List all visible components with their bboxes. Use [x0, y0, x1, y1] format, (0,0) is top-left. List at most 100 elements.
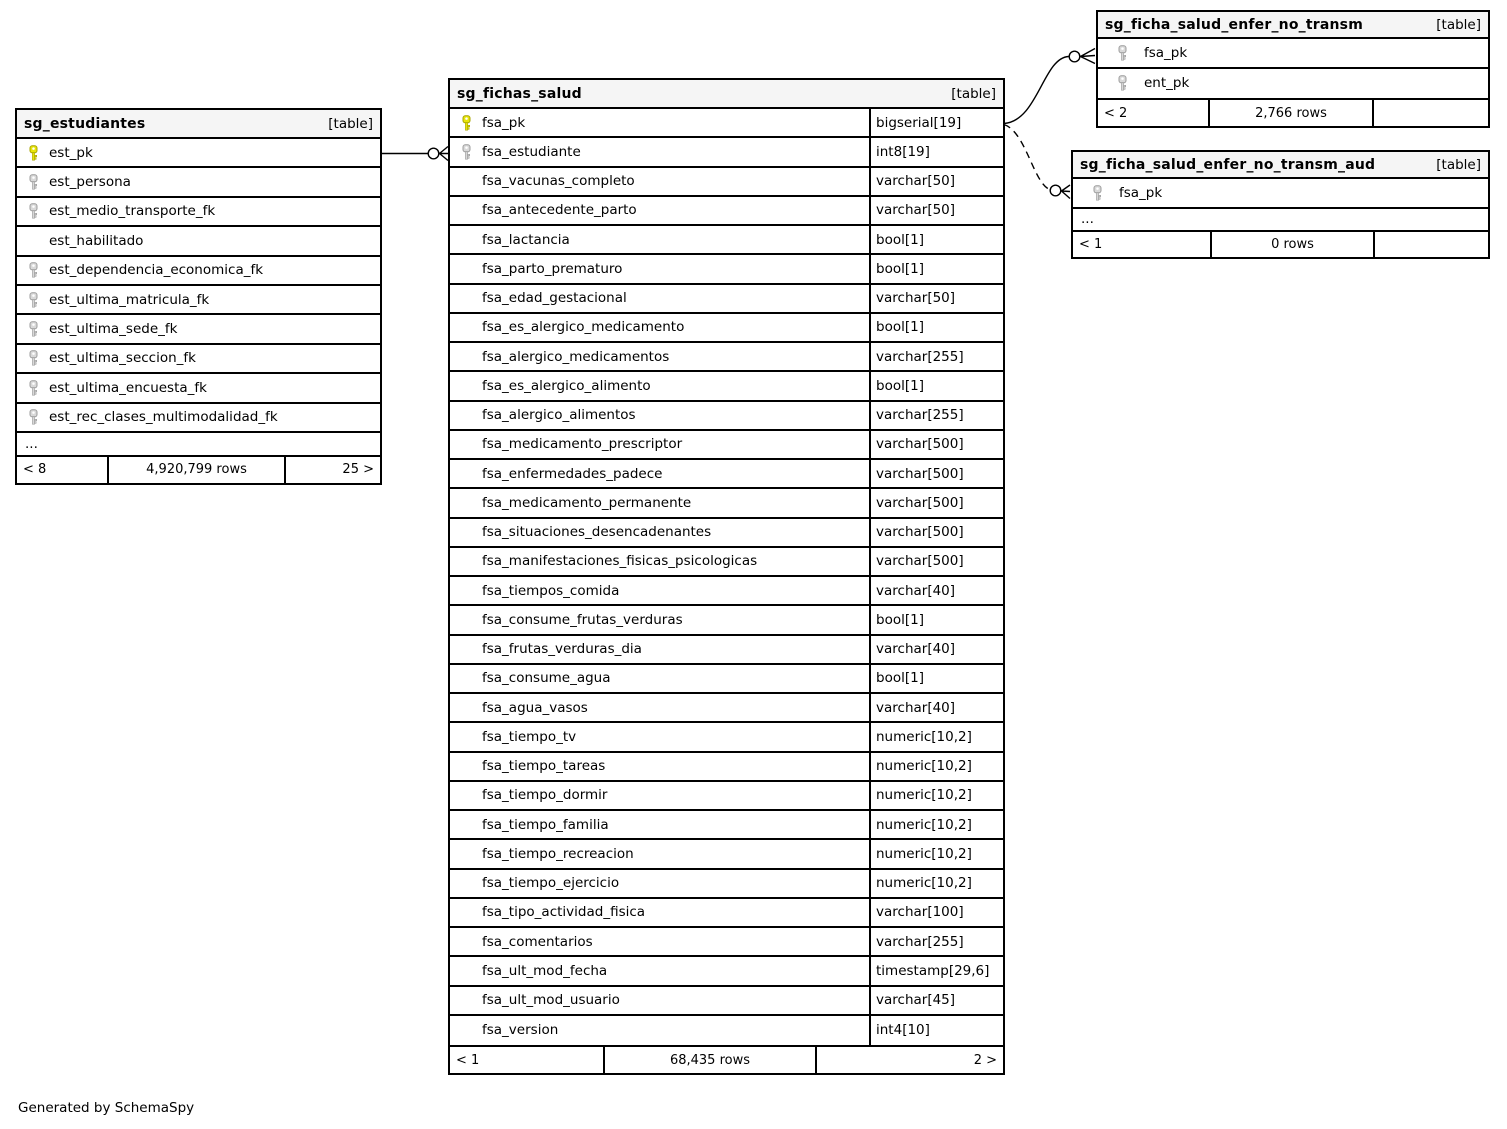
column-name-cell: fsa_version: [458, 1022, 869, 1038]
column-row: fsa_edad_gestacional varchar[50]: [450, 284, 1003, 314]
column-name-cell: fsa_es_alergico_alimento: [458, 378, 869, 394]
foreign-key-icon: [1089, 185, 1105, 201]
column-name: fsa_pk: [1119, 184, 1163, 201]
hidden-children-count: 2 >: [973, 1052, 997, 1068]
column-name-cell: est_persona: [25, 174, 380, 190]
column-name: fsa_manifestaciones_fisicas_psicologicas: [482, 553, 758, 570]
key-slot-empty: [458, 524, 474, 540]
column-type: bool[1]: [869, 664, 1003, 692]
column-name-cell: fsa_manifestaciones_fisicas_psicologicas: [458, 553, 869, 569]
column-name-cell: est_pk: [25, 145, 380, 161]
column-name: fsa_tiempo_recreacion: [482, 845, 634, 862]
column-name: fsa_tiempo_tareas: [482, 758, 606, 775]
column-type: varchar[500]: [869, 489, 1003, 517]
table-title[interactable]: sg_ficha_salud_enfer_no_transm: [1105, 16, 1363, 33]
column-row: fsa_lactancia bool[1]: [450, 226, 1003, 256]
column-row: fsa_tiempo_recreacion numeric[10,2]: [450, 840, 1003, 870]
table-footer: < 2 2,766 rows: [1098, 100, 1488, 126]
foreign-key-icon: [25, 203, 41, 219]
column-row: est_ultima_matricula_fk: [17, 285, 380, 316]
column-name: fsa_alergico_medicamentos: [482, 348, 670, 365]
key-slot-empty: [458, 817, 474, 833]
table-footer: < 1 0 rows: [1073, 231, 1488, 257]
column-row: fsa_situaciones_desencadenantes varchar[5…: [450, 518, 1003, 548]
table-node-sg-fichas-salud[interactable]: sg_fichas_salud [table] fsa_pk bigserial[…: [448, 78, 1005, 1075]
column-name: est_rec_clases_multimodalidad_fk: [49, 409, 278, 426]
row-count: 2,766 rows: [1210, 100, 1374, 126]
column-name-cell: fsa_estudiante: [458, 144, 869, 160]
table-header[interactable]: sg_ficha_salud_enfer_no_transm [table]: [1098, 12, 1488, 39]
column-type: int8[19]: [869, 138, 1003, 166]
key-slot-empty: [458, 875, 474, 891]
column-row: fsa_pk bigserial[19]: [450, 109, 1003, 139]
column-name: fsa_tiempo_dormir: [482, 787, 608, 804]
key-slot-empty: [458, 670, 474, 686]
table-header[interactable]: sg_estudiantes [table]: [17, 110, 380, 139]
column-row: est_habilitado: [17, 227, 380, 257]
column-name-cell: fsa_lactancia: [458, 232, 869, 248]
column-row: fsa_tiempo_dormir numeric[10,2]: [450, 781, 1003, 811]
column-row: fsa_pk: [1098, 39, 1488, 69]
column-row: est_ultima_sede_fk: [17, 315, 380, 345]
row-count: 68,435 rows: [605, 1047, 817, 1073]
column-name: est_dependencia_economica_fk: [49, 262, 264, 279]
foreign-key-icon: [25, 380, 41, 396]
column-name-cell: fsa_vacunas_completo: [458, 173, 869, 189]
column-row: fsa_agua_vasos varchar[40]: [450, 694, 1003, 724]
column-name-cell: fsa_tiempo_tv: [458, 729, 869, 745]
table-node-sg-ficha-salud-enfer-no-transm[interactable]: sg_ficha_salud_enfer_no_transm [table] f…: [1096, 10, 1490, 128]
key-slot-empty: [458, 641, 474, 657]
column-type: varchar[45]: [869, 986, 1003, 1014]
column-type: bool[1]: [869, 606, 1003, 634]
table-node-sg-ficha-salud-enfer-no-transm-aud[interactable]: sg_ficha_salud_enfer_no_transm_aud [tabl…: [1071, 150, 1490, 259]
table-title[interactable]: sg_fichas_salud: [457, 85, 582, 102]
key-slot-empty: [458, 904, 474, 920]
hidden-children-count: [1375, 232, 1488, 257]
key-slot-empty: [458, 202, 474, 218]
column-name-cell: fsa_alergico_medicamentos: [458, 349, 869, 365]
column-name: fsa_situaciones_desencadenantes: [482, 524, 712, 541]
column-name-cell: est_ultima_sede_fk: [25, 321, 380, 337]
column-row: fsa_manifestaciones_fisicas_psicologicas…: [450, 547, 1003, 577]
column-name-cell: fsa_frutas_verduras_dia: [458, 641, 869, 657]
column-name-cell: est_ultima_seccion_fk: [25, 350, 380, 366]
column-row: fsa_comentarios varchar[255]: [450, 928, 1003, 958]
column-name-cell: est_ultima_encuesta_fk: [25, 380, 380, 396]
column-name-cell: fsa_medicamento_prescriptor: [458, 436, 869, 452]
key-slot-empty: [458, 290, 474, 306]
column-name: fsa_agua_vasos: [482, 699, 588, 716]
column-row: fsa_ult_mod_usuario varchar[45]: [450, 986, 1003, 1016]
column-type: varchar[100]: [869, 898, 1003, 926]
foreign-key-icon: [25, 174, 41, 190]
column-name-cell: fsa_situaciones_desencadenantes: [458, 524, 869, 540]
column-type: varchar[50]: [869, 196, 1003, 224]
column-row: fsa_enfermedades_padece varchar[500]: [450, 460, 1003, 490]
column-name: est_ultima_encuesta_fk: [49, 379, 207, 396]
column-name-cell: fsa_tipo_actividad_fisica: [458, 904, 869, 920]
column-type: varchar[255]: [869, 401, 1003, 429]
ellipsis-label: ...: [1081, 211, 1094, 227]
column-name-cell: fsa_alergico_alimentos: [458, 407, 869, 423]
foreign-key-icon: [25, 262, 41, 278]
column-name-cell: est_ultima_matricula_fk: [25, 292, 380, 308]
column-name: fsa_tiempo_ejercicio: [482, 875, 620, 892]
key-slot-empty: [458, 173, 474, 189]
table-header[interactable]: sg_fichas_salud [table]: [450, 80, 1003, 109]
column-row: fsa_alergico_alimentos varchar[255]: [450, 401, 1003, 431]
table-title[interactable]: sg_estudiantes: [24, 115, 146, 132]
column-row: fsa_frutas_verduras_dia varchar[40]: [450, 635, 1003, 665]
column-name: ent_pk: [1144, 75, 1190, 92]
column-row: fsa_tiempo_ejercicio numeric[10,2]: [450, 869, 1003, 899]
column-name-cell: fsa_tiempo_ejercicio: [458, 875, 869, 891]
table-node-sg-estudiantes[interactable]: sg_estudiantes [table] est_pk est_persona…: [15, 108, 382, 485]
column-name: est_pk: [49, 144, 93, 161]
table-header[interactable]: sg_ficha_salud_enfer_no_transm_aud [tabl…: [1073, 152, 1488, 179]
column-type: numeric[10,2]: [869, 781, 1003, 809]
key-slot-empty: [458, 934, 474, 950]
column-type: numeric[10,2]: [869, 840, 1003, 868]
column-row: est_medio_transporte_fk: [17, 197, 380, 228]
table-title[interactable]: sg_ficha_salud_enfer_no_transm_aud: [1080, 156, 1376, 173]
column-name: fsa_tiempo_familia: [482, 816, 609, 833]
column-name-cell: est_habilitado: [25, 233, 380, 249]
foreign-key-icon: [25, 291, 41, 308]
